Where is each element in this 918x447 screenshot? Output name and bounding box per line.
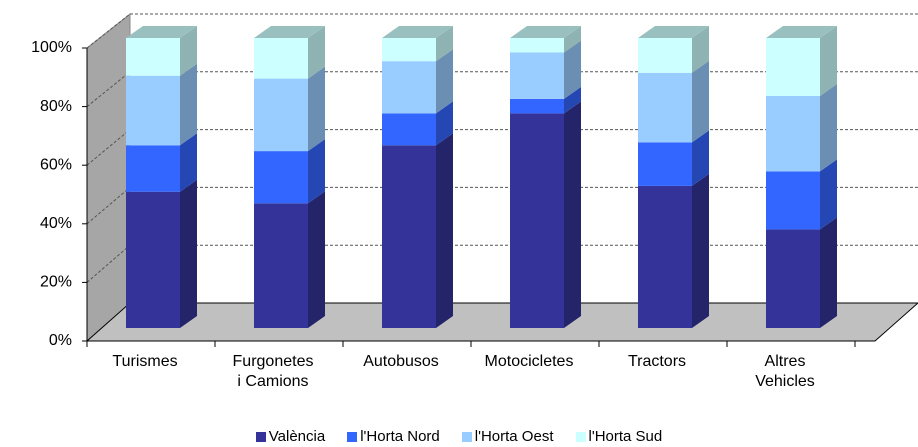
legend-item: l'Horta Oest [461, 428, 554, 445]
legend-swatch [575, 431, 586, 442]
bar-top [638, 26, 709, 38]
bar [382, 61, 436, 114]
y-tick-label: 80% [40, 98, 72, 115]
bar-side [436, 133, 453, 328]
y-tick-label: 20% [40, 274, 72, 291]
bar-side [820, 26, 837, 96]
grid-line [86, 13, 131, 49]
bar-side [692, 130, 709, 186]
bar [254, 78, 308, 152]
y-tick-label: 60% [40, 156, 72, 173]
bar [254, 151, 308, 204]
bar-side [180, 133, 197, 192]
bar-side [820, 217, 837, 328]
bar [510, 38, 564, 53]
legend-swatch [347, 431, 358, 442]
bar-side [692, 173, 709, 328]
grid-line [86, 187, 131, 225]
x-tick-label: Furgonetes i Camions [232, 353, 314, 390]
bar [638, 142, 692, 186]
bar-side [180, 63, 197, 146]
bar [254, 38, 308, 79]
bar [638, 185, 692, 328]
legend-item: l'Horta Nord [347, 428, 440, 445]
bar [126, 145, 180, 192]
grid-line [86, 71, 131, 107]
grid-line [86, 244, 131, 283]
bar [510, 113, 564, 329]
legend-item: l'Horta Sud [575, 428, 663, 445]
bar-side [308, 66, 325, 152]
bar [510, 52, 564, 99]
bar [254, 203, 308, 328]
bar-side [820, 159, 837, 230]
bar-side [564, 101, 581, 329]
bar [766, 171, 820, 230]
y-tick-label: 100% [31, 39, 72, 56]
bar-side [436, 49, 453, 114]
y-tick-label: 0% [49, 332, 72, 349]
legend: València l'Horta Nord l'Horta Oest l'Horta … [0, 428, 918, 445]
bar-top [254, 26, 325, 38]
bar [126, 75, 180, 146]
legend-label: l'Horta Nord [360, 428, 440, 445]
bar-side [564, 86, 581, 114]
bar-side [692, 26, 709, 73]
legend-label: l'Horta Sud [588, 428, 663, 445]
bar-side [436, 101, 453, 146]
x-tick-label: Motocicletes [484, 353, 574, 370]
x-tick-label: Autobusos [363, 353, 439, 370]
legend-label: l'Horta Oest [474, 428, 554, 445]
bar [766, 229, 820, 328]
bar-side [564, 40, 581, 99]
bar-side [308, 139, 325, 204]
legend-item: València [255, 428, 326, 445]
bar-side [180, 179, 197, 328]
y-tick-label: 40% [40, 215, 72, 232]
bar [382, 38, 436, 62]
bar [126, 191, 180, 328]
bar [766, 96, 820, 172]
grid-line [86, 129, 131, 166]
bar-side [308, 26, 325, 79]
x-tick-label: Altres Vehicles [755, 353, 815, 390]
bar-top [126, 26, 197, 38]
bar [382, 113, 436, 146]
bar [510, 98, 564, 114]
bar-side [564, 26, 581, 53]
bar [126, 38, 180, 76]
bar-top [510, 26, 581, 38]
legend-swatch [461, 431, 472, 442]
bar [382, 145, 436, 328]
legend-label: València [268, 428, 326, 445]
bar [766, 38, 820, 96]
bar [638, 72, 692, 143]
bar [638, 38, 692, 73]
bar-top [766, 26, 837, 38]
bar-side [820, 84, 837, 172]
bar-side [436, 26, 453, 62]
legend-swatch [255, 431, 266, 442]
bar-top [382, 26, 453, 38]
bar-side [692, 60, 709, 143]
left-wall [86, 12, 131, 343]
x-tick-label: Turismes [112, 353, 178, 370]
bar-side [180, 26, 197, 76]
bar-side [308, 191, 325, 328]
x-tick-label: Tractors [627, 353, 687, 370]
